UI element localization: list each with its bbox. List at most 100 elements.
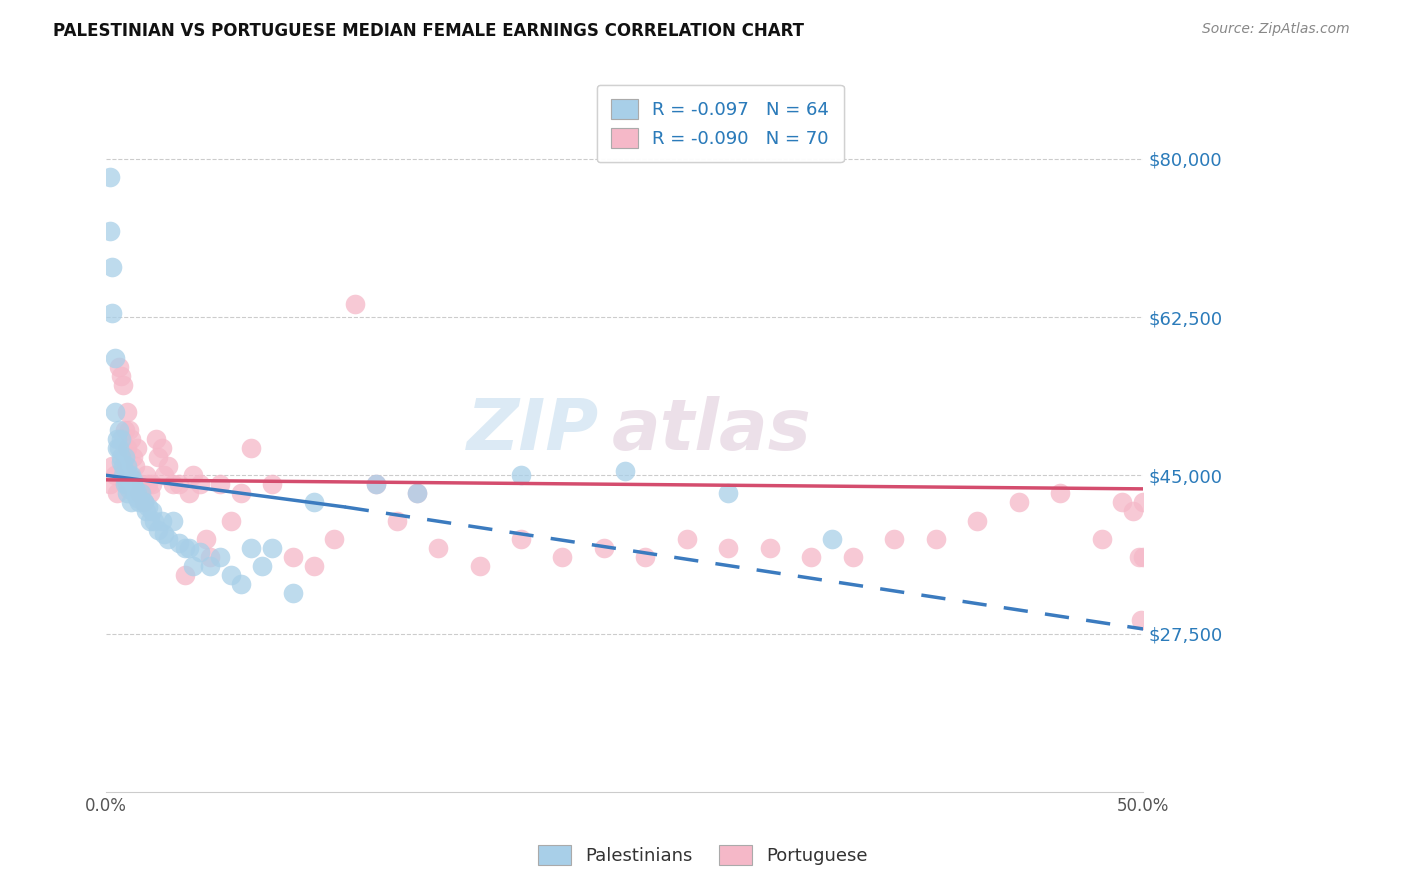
Point [111,468,134,483]
Point [101,305,124,319]
Point [167,536,190,550]
Point [194,532,217,546]
Point [146,450,169,465]
Point [821,532,844,546]
Point [344,296,367,310]
Point [153,468,176,483]
Point [107,359,129,374]
Point [717,541,740,555]
Point [101,459,124,474]
Point [174,541,197,555]
Point [1049,486,1071,500]
Point [209,477,232,491]
Point [128,486,150,500]
Point [127,491,149,505]
Point [107,423,129,437]
Point [110,368,132,383]
Point [100,477,122,491]
Point [114,477,136,491]
Point [281,586,304,600]
Point [219,514,242,528]
Point [141,504,163,518]
Point [107,441,129,455]
Point [157,532,180,546]
Point [145,432,167,446]
Point [118,482,141,496]
Point [120,495,142,509]
Point [510,532,533,546]
Point [188,477,211,491]
Point [183,468,205,483]
Point [1128,549,1150,564]
Point [883,532,905,546]
Point [135,504,157,518]
Point [150,441,173,455]
Point [966,514,988,528]
Point [122,477,145,491]
Point [124,486,146,500]
Point [167,477,190,491]
Point [406,486,429,500]
Point [302,558,325,573]
Point [1132,495,1154,509]
Point [1130,613,1153,627]
Point [115,486,138,500]
Point [135,468,157,483]
Point [132,495,155,509]
Point [468,558,491,573]
Point [127,441,149,455]
Point [103,468,125,483]
Point [131,477,153,491]
Text: atlas: atlas [612,396,813,465]
Point [800,549,823,564]
Point [183,558,205,573]
Point [198,558,221,573]
Point [262,477,284,491]
Point [613,464,636,478]
Text: ZIP: ZIP [467,396,599,465]
Point [120,432,142,446]
Point [406,486,429,500]
Point [229,576,252,591]
Point [1008,495,1031,509]
Point [676,532,699,546]
Point [250,558,273,573]
Point [198,549,221,564]
Point [100,169,122,184]
Point [1122,504,1144,518]
Point [111,378,134,392]
Point [174,567,197,582]
Point [925,532,948,546]
Point [229,486,252,500]
Point [209,549,232,564]
Point [115,459,138,474]
Point [139,514,162,528]
Text: Source: ZipAtlas.com: Source: ZipAtlas.com [1202,22,1350,37]
Point [111,459,134,474]
Point [124,459,146,474]
Point [127,486,149,500]
Point [302,495,325,509]
Point [115,441,138,455]
Point [122,473,145,487]
Point [153,527,176,541]
Point [103,405,125,419]
Point [162,514,184,528]
Text: PALESTINIAN VS PORTUGUESE MEDIAN FEMALE EARNINGS CORRELATION CHART: PALESTINIAN VS PORTUGUESE MEDIAN FEMALE … [53,22,804,40]
Point [115,405,138,419]
Point [179,541,201,555]
Point [118,423,141,437]
Point [110,455,132,469]
Point [136,477,159,491]
Point [132,495,155,509]
Point [179,486,201,500]
Point [142,514,165,528]
Point [1132,549,1154,564]
Point [240,441,263,455]
Point [122,450,145,465]
Point [364,477,387,491]
Point [146,523,169,537]
Point [124,482,146,496]
Point [139,486,162,500]
Point [842,549,865,564]
